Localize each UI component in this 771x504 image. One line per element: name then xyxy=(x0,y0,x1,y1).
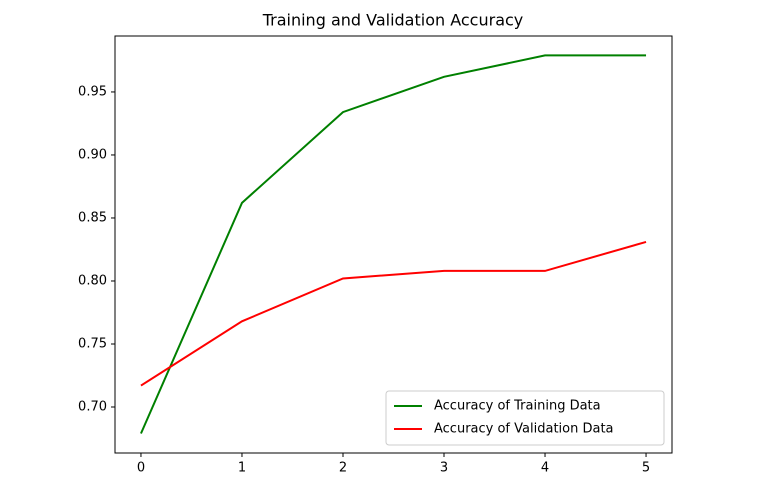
data-line xyxy=(140,54,647,434)
legend-label: Accuracy of Training Data xyxy=(434,399,601,414)
x-tick-label: 0 xyxy=(137,461,145,476)
x-tick-label: 2 xyxy=(339,461,347,476)
y-tick-label: 0.75 xyxy=(78,336,107,351)
y-tick-label: 0.85 xyxy=(78,210,107,225)
data-line xyxy=(140,240,647,387)
plot-frame xyxy=(114,35,673,454)
x-tick-label: 4 xyxy=(541,461,549,476)
x-tick-label: 3 xyxy=(440,461,448,476)
x-tick-label: 5 xyxy=(642,461,650,476)
y-tick-label: 0.70 xyxy=(78,400,107,415)
y-tick-label: 0.80 xyxy=(78,273,107,288)
chart-title: Training and Validation Accuracy xyxy=(262,11,524,30)
x-tick-label: 1 xyxy=(238,461,246,476)
y-tick-label: 0.90 xyxy=(78,147,107,162)
legend-label: Accuracy of Validation Data xyxy=(434,422,614,437)
legend-box xyxy=(385,390,665,446)
y-tick-label: 0.95 xyxy=(78,84,107,99)
